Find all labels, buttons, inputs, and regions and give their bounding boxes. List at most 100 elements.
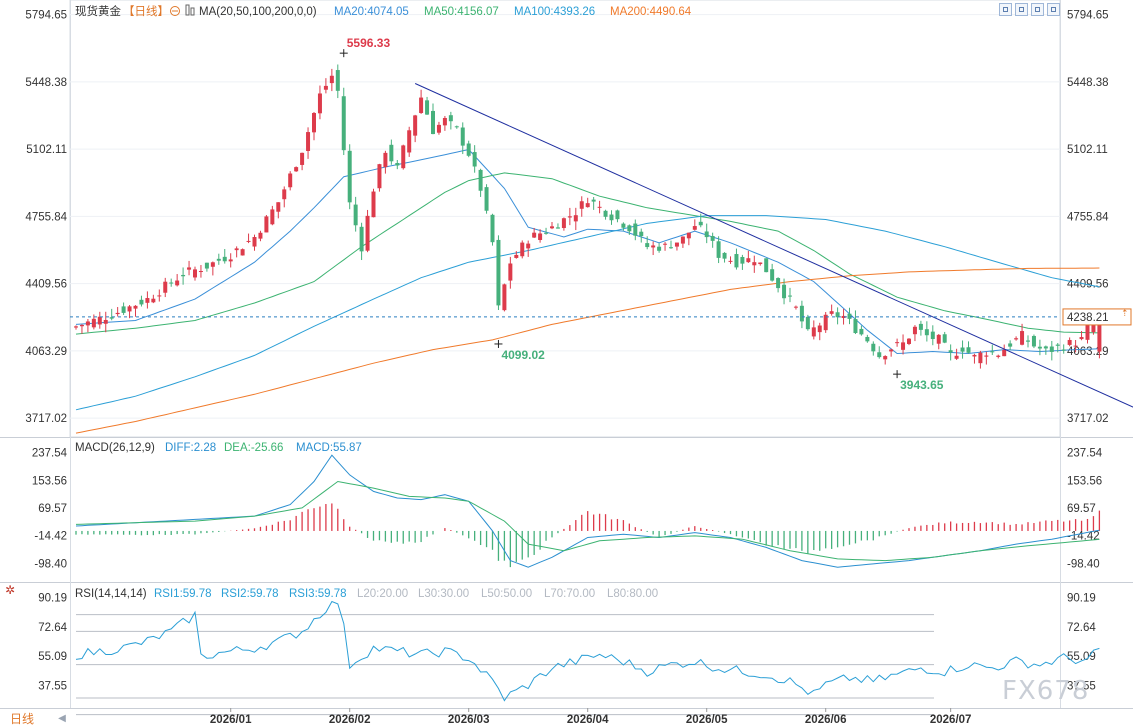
candle-body <box>639 231 644 237</box>
candle-body <box>728 260 733 262</box>
candle-body <box>1061 349 1066 351</box>
candle-body <box>431 110 435 135</box>
candle-body <box>91 318 96 328</box>
candle-body <box>782 284 787 299</box>
candle-body <box>871 343 876 352</box>
panel-frames <box>0 0 1133 709</box>
candle-body <box>496 239 501 306</box>
macd-tick-right: -98.40 <box>1067 558 1100 570</box>
candle-body <box>538 233 543 240</box>
date-tick-label: 2026/06 <box>805 714 847 726</box>
candle-body <box>145 298 150 303</box>
last-price-marker: 4238.21 ⇡ <box>70 308 1132 326</box>
date-axis: 2026/01 2026/02 2026/03 2026/04 2026/05 2026/… <box>210 708 972 726</box>
candle-body <box>276 202 281 212</box>
zoom-in-button[interactable] <box>999 3 1012 16</box>
candle-body <box>793 306 798 308</box>
moving-average-lines <box>75 149 1100 434</box>
date-tick-label: 2026/03 <box>448 714 490 726</box>
lock-icon[interactable] <box>170 6 180 16</box>
scroll-left-button[interactable] <box>1031 3 1044 16</box>
candle-body <box>704 231 709 238</box>
rsi-rsi2: RSI2:59.78 <box>221 588 279 600</box>
candle-body <box>133 305 138 309</box>
zoom-out-button[interactable] <box>1015 3 1028 16</box>
collapse-arrow-icon[interactable]: ◀ <box>58 713 66 724</box>
ma20-line <box>75 149 1100 355</box>
candle-body <box>835 312 840 318</box>
candle-body <box>383 152 388 168</box>
legend-period[interactable]: 【日线】 <box>123 4 169 18</box>
scroll-right-button[interactable] <box>1047 3 1060 16</box>
price-tick-left: 5448.38 <box>25 77 67 89</box>
candle-body <box>502 284 507 311</box>
period-tab[interactable]: 日线 <box>10 712 35 726</box>
gear-icon[interactable]: ✲ <box>5 583 16 597</box>
candle-body <box>169 282 174 284</box>
candle-body <box>419 97 424 113</box>
candle-body <box>603 210 608 217</box>
candle-body <box>436 124 441 133</box>
candle-body <box>978 352 983 364</box>
price-tick-right: 3717.02 <box>1067 413 1109 425</box>
price-tick-left: 4063.29 <box>25 346 67 358</box>
price-grid <box>70 14 1060 419</box>
candle-body <box>365 215 370 251</box>
date-tick-label: 2026/05 <box>686 714 728 726</box>
watermark-logo: FX678 <box>1002 676 1090 706</box>
candle-body <box>466 143 471 156</box>
candle-body <box>865 336 870 342</box>
candle-body <box>829 311 834 314</box>
candle-body <box>722 252 727 259</box>
macd-diff: DIFF:2.28 <box>165 442 216 454</box>
legend-ma50: MA50:4156.07 <box>424 6 499 18</box>
annotation-label: 3943.65 <box>900 378 944 392</box>
price-pin-icon: ⇡ <box>1121 308 1129 318</box>
candle-body <box>544 232 549 234</box>
ma50-line <box>75 172 1100 335</box>
candle-body <box>680 236 685 244</box>
rsi-tick-right: 72.64 <box>1067 622 1096 634</box>
candle-body <box>579 201 584 209</box>
candle-body <box>508 263 513 281</box>
candle-body <box>222 256 227 262</box>
candle-body <box>746 258 751 263</box>
candle-body <box>555 227 560 229</box>
candle-body <box>216 258 221 261</box>
candle-body <box>329 75 334 84</box>
candle-body <box>472 152 477 167</box>
candle-body <box>1008 343 1013 347</box>
candle-body <box>181 274 186 277</box>
candle-body <box>912 326 917 335</box>
candle-body <box>853 319 858 334</box>
candle-settings-icon[interactable] <box>185 4 195 16</box>
candle-body <box>907 338 911 344</box>
candle-body <box>270 209 275 225</box>
date-tick-label: 2026/07 <box>930 714 972 726</box>
candle-body <box>788 295 792 297</box>
price-tick-right: 4063.29 <box>1067 346 1109 358</box>
candle-body <box>335 70 340 91</box>
price-tick-right: 5448.38 <box>1067 77 1109 89</box>
price-tick-right: 5102.11 <box>1067 144 1108 156</box>
macd-dea: DEA:-25.66 <box>224 442 283 454</box>
candle-body <box>151 298 156 303</box>
candle-body <box>121 306 126 313</box>
candle-body <box>889 349 894 352</box>
candle-body <box>1085 324 1090 340</box>
rsi-tick-left: 55.09 <box>38 651 67 663</box>
candle-body <box>127 306 132 312</box>
candle-body <box>407 130 412 153</box>
rsi-lines <box>75 600 1100 702</box>
candle-body <box>198 271 203 273</box>
rsi-title[interactable]: RSI(14,14,14) <box>75 588 147 600</box>
rsi-l70: L70:70.00 <box>544 588 595 600</box>
legend-ma-label[interactable]: MA(20,50,100,200,0,0) <box>199 6 317 18</box>
rsi-axis: 90.19 90.19 72.64 72.64 55.09 55.09 37.55 37.55 <box>38 593 1096 716</box>
macd-title[interactable]: MACD(26,12,9) <box>75 442 155 454</box>
candle-body <box>1031 335 1036 347</box>
candle-body <box>883 356 888 360</box>
candle-body <box>413 115 418 136</box>
candle-body <box>300 152 305 165</box>
rsi-tick-right: 37.55 <box>1067 680 1096 692</box>
